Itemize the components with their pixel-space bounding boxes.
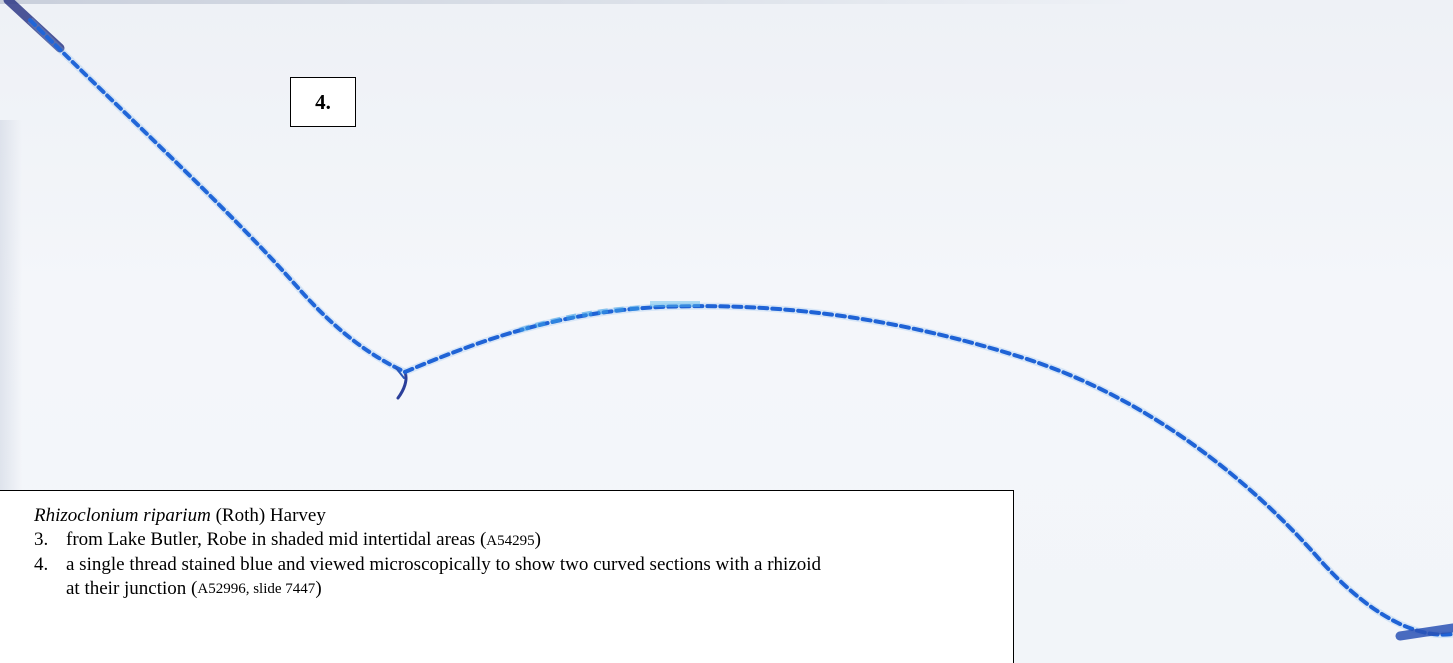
filament-end-dark (1395, 623, 1453, 641)
caption-item-4-continuation: at their junction (A52996, slide 7447) (34, 577, 1013, 601)
specimen-reference: A52996, slide 7447 (197, 581, 316, 597)
figure-caption: Rhizoclonium riparium (Roth) Harvey 3. f… (0, 490, 1014, 663)
rhizoid (396, 370, 408, 400)
caption-item-text: ) (315, 578, 322, 599)
filament-section-1 (28, 18, 407, 374)
caption-item-text: a single thread stained blue and viewed … (66, 554, 822, 575)
caption-item-3: 3. from Lake Butler, Robe in shaded mid … (34, 528, 1013, 553)
specimen-reference: A54295 (486, 533, 535, 549)
caption-item-number: 4. (34, 554, 49, 575)
caption-item-text: at their junction ( (66, 578, 198, 599)
slide-edge-strip (0, 0, 1140, 4)
caption-item-number: 3. (34, 529, 49, 550)
panel-number-label: 4. (290, 77, 356, 127)
species-name: Rhizoclonium riparium (34, 505, 211, 526)
left-edge-haze (0, 120, 22, 540)
caption-item-4: 4. a single thread stained blue and view… (34, 553, 1013, 577)
species-authority: (Roth) Harvey (215, 505, 326, 526)
rhizoid-branch (395, 367, 405, 379)
caption-title: Rhizoclonium riparium (Roth) Harvey (34, 504, 1013, 528)
caption-item-text: from Lake Butler, Robe in shaded mid int… (66, 529, 541, 550)
